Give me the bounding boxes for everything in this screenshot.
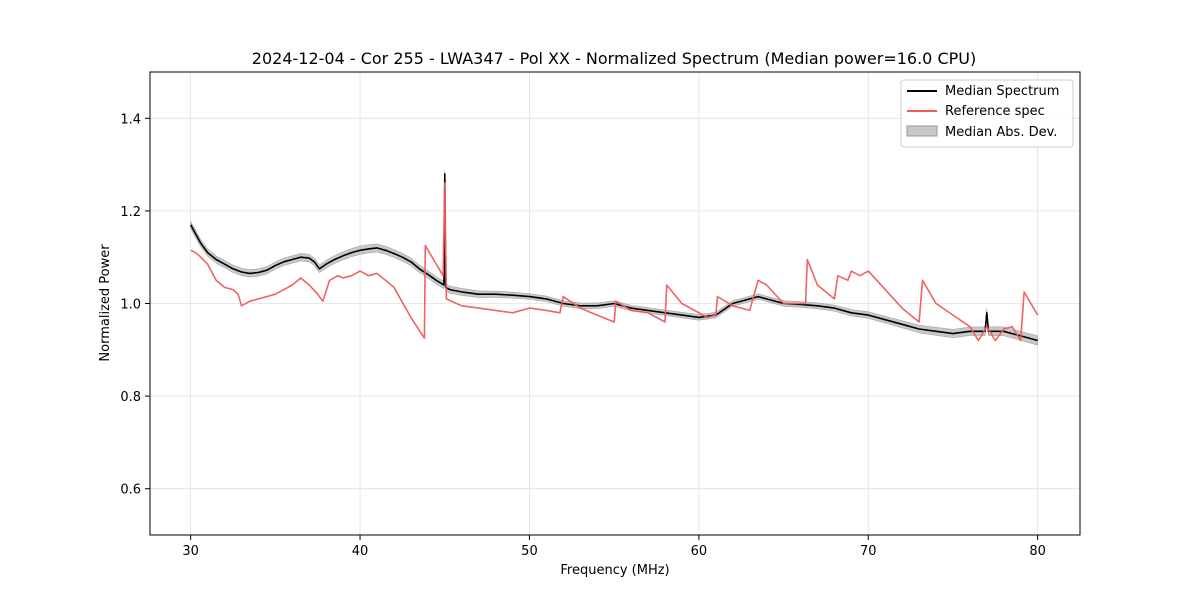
x-axis-label: Frequency (MHz) (560, 563, 669, 578)
legend-label-median: Median Spectrum (945, 84, 1059, 99)
plot-area (189, 170, 1039, 346)
y-tick-label: 1.0 (120, 298, 141, 313)
x-tick-label: 30 (182, 544, 199, 559)
legend: Median Spectrum Reference spec Median Ab… (900, 79, 1074, 148)
x-tick-label: 70 (860, 544, 877, 559)
chart-title: 2024-12-04 - Cor 255 - LWA347 - Pol XX -… (252, 49, 976, 68)
y-axis-ticks: 0.6 0.8 1.0 1.2 1.4 (120, 112, 150, 498)
x-tick-label: 40 (352, 544, 369, 559)
y-tick-label: 0.6 (120, 483, 141, 498)
legend-label-reference: Reference spec (945, 104, 1045, 119)
series-reference-line (190, 182, 1039, 342)
legend-swatch-mad (906, 125, 938, 137)
x-tick-label: 80 (1029, 544, 1046, 559)
series-median-line (189, 173, 1038, 342)
y-axis-label: Normalized Power (98, 244, 113, 362)
x-tick-label: 60 (691, 544, 708, 559)
x-axis-ticks: 30 40 50 60 70 80 (182, 535, 1046, 559)
y-tick-label: 1.4 (120, 112, 141, 127)
legend-label-mad: Median Abs. Dev. (945, 125, 1057, 140)
series-mad-band (190, 170, 1038, 346)
x-tick-label: 50 (521, 544, 538, 559)
legend-box (900, 79, 1074, 148)
y-tick-label: 1.2 (120, 205, 141, 220)
y-tick-label: 0.8 (120, 390, 141, 405)
